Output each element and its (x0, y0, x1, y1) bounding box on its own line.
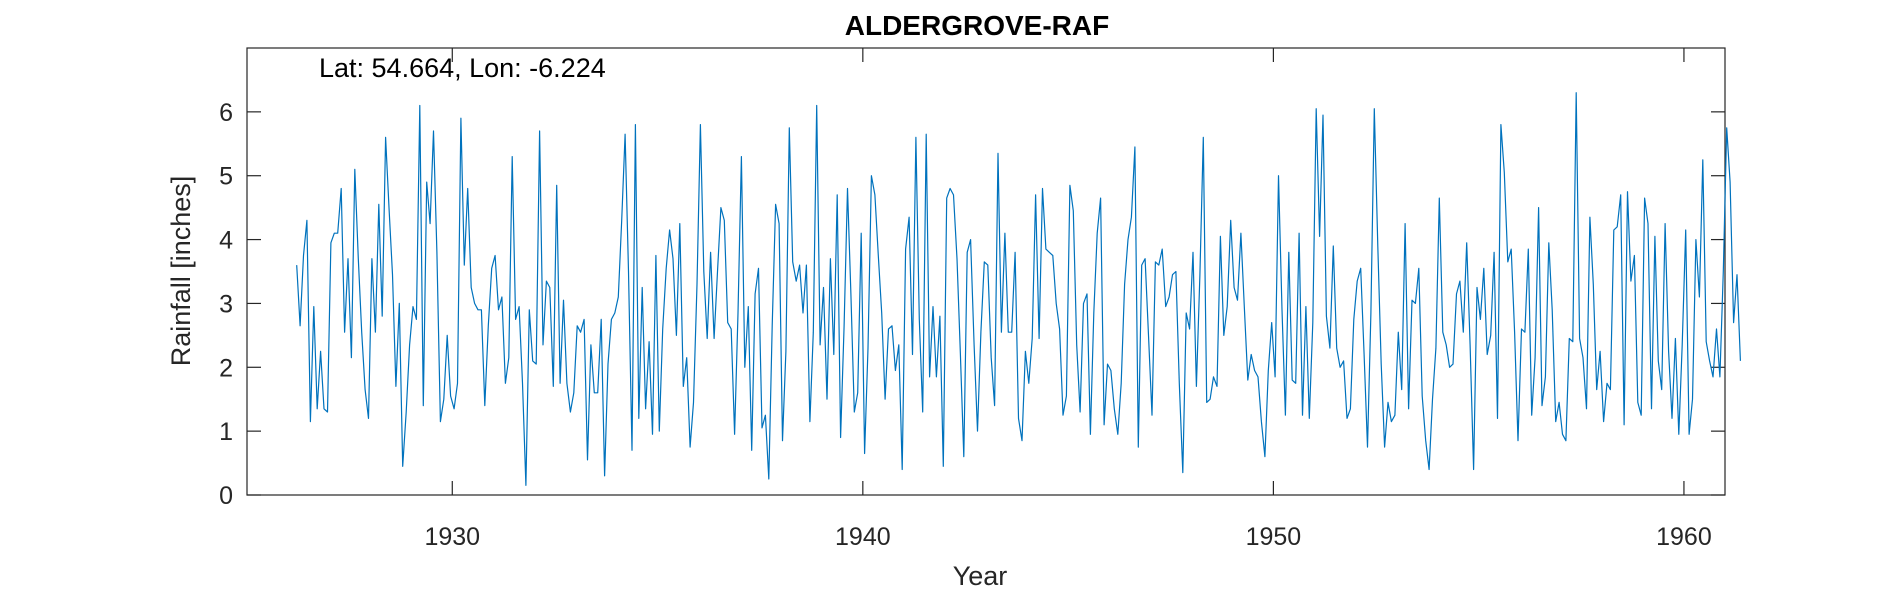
x-tick-label: 1930 (424, 523, 480, 551)
x-tick-label: 1950 (1246, 523, 1302, 551)
axis-ticks (247, 48, 1725, 496)
location-annotation: Lat: 54.664, Lon: -6.224 (319, 53, 606, 83)
tick-labels: 0 1 2 3 4 5 6 1930 1940 1950 1960 (219, 99, 1712, 551)
y-tick-label: 4 (219, 227, 233, 255)
y-axis-label: Rainfall [inches] (166, 176, 196, 367)
y-tick-label: 3 (219, 290, 233, 318)
y-tick-label: 6 (219, 99, 233, 127)
chart-title: ALDERGROVE-RAF (845, 10, 1109, 41)
y-tick-label: 5 (219, 163, 233, 191)
x-tick-label: 1940 (835, 523, 891, 551)
x-tick-label: 1960 (1656, 523, 1712, 551)
y-tick-label: 0 (219, 482, 233, 510)
y-tick-label: 1 (219, 418, 233, 446)
rainfall-series-line (296, 92, 1741, 486)
y-tick-label: 2 (219, 354, 233, 382)
x-axis-label: Year (953, 561, 1008, 591)
plot-area (246, 47, 1726, 496)
